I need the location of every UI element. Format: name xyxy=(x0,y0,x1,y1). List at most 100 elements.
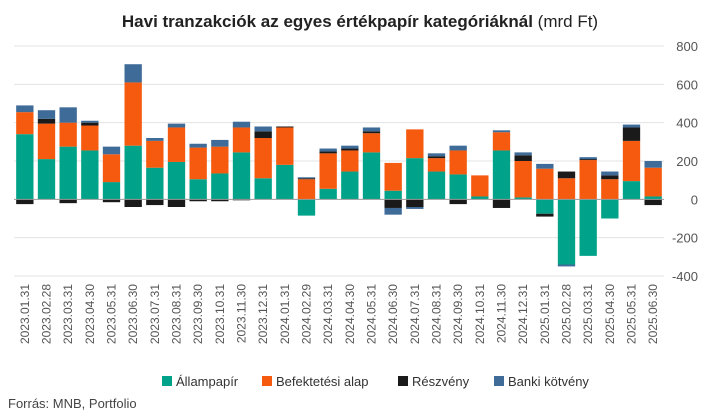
x-tick-label: 2024.01.31 xyxy=(278,284,292,344)
bar-segment xyxy=(254,138,272,179)
gridlines xyxy=(14,45,664,277)
bar-segment xyxy=(601,171,619,176)
bar-segment xyxy=(514,161,532,198)
bar-segment xyxy=(102,199,121,203)
bar-segment xyxy=(167,161,186,200)
bar-segment xyxy=(167,123,186,128)
bar-segment xyxy=(536,163,554,169)
bar-segment xyxy=(601,179,619,200)
bar-segment xyxy=(449,199,467,205)
bar-segment xyxy=(622,127,641,141)
bar-segment xyxy=(167,127,186,162)
bar-segment xyxy=(492,199,511,208)
x-tick-label: 2024.11.30 xyxy=(495,284,509,343)
legend-swatch xyxy=(398,376,408,386)
bar-segment xyxy=(37,110,56,119)
bar-segment xyxy=(211,199,229,202)
bar-segment xyxy=(254,178,272,200)
bar-segment xyxy=(492,132,511,151)
bar-segment xyxy=(384,207,402,215)
bar-segment xyxy=(362,127,381,132)
x-tick-label: 2023.01.31 xyxy=(18,284,32,344)
bar-segment xyxy=(492,130,511,133)
legend-label: Banki kötvény xyxy=(508,374,589,389)
bar-segment xyxy=(644,196,662,200)
bar-segment xyxy=(276,126,294,128)
x-tick-label: 2023.03.31 xyxy=(61,284,75,344)
bar-segment xyxy=(232,127,251,153)
x-tick-label: 2024.02.29 xyxy=(300,284,314,344)
bar-segment xyxy=(406,207,424,209)
legend-swatch xyxy=(262,376,272,386)
bar-segment xyxy=(514,155,532,161)
bar-segment xyxy=(16,134,34,200)
x-tick-label: 2023.08.31 xyxy=(170,284,184,344)
bar-segment xyxy=(146,140,164,168)
legend-swatch xyxy=(162,376,172,386)
bar-segment xyxy=(146,167,164,200)
legend-label: Részvény xyxy=(412,374,470,389)
bar-segment xyxy=(146,199,164,206)
x-axis-ticks: 2023.01.31 2023.02.28 2023.03.31 2023.04.30… xyxy=(18,284,660,344)
y-tick-label: 600 xyxy=(676,77,698,92)
x-tick-label: 2025.06.30 xyxy=(646,284,660,344)
bar-segment xyxy=(167,199,186,207)
y-tick-label: -200 xyxy=(672,231,698,246)
bar-segment xyxy=(579,199,597,256)
x-tick-label: 2023.11.30 xyxy=(235,284,249,343)
bar-segment xyxy=(449,145,467,151)
bar-segment xyxy=(427,156,446,159)
bar-segment xyxy=(81,125,99,151)
bar-segment xyxy=(102,182,121,200)
x-tick-label: 2023.06.30 xyxy=(126,284,140,344)
bar-segment xyxy=(16,112,34,135)
bar-segment xyxy=(427,171,446,200)
bar-segment xyxy=(427,153,446,157)
bar-segment xyxy=(557,199,576,265)
bar-segment xyxy=(124,64,142,83)
y-tick-label: 0 xyxy=(691,192,698,207)
legend-label: Befektetési alap xyxy=(276,374,369,389)
bar-segment xyxy=(102,146,121,155)
x-tick-label: 2023.07.31 xyxy=(148,284,162,344)
bar-segment xyxy=(81,150,99,200)
bar-segment xyxy=(579,159,597,161)
x-tick-label: 2024.05.31 xyxy=(365,284,379,344)
bar-segment xyxy=(622,124,641,128)
bar-segment xyxy=(59,122,77,147)
bar-segment xyxy=(102,154,121,183)
x-tick-label: 2025.04.30 xyxy=(603,284,617,344)
bar-segment xyxy=(514,197,532,200)
bar-segment xyxy=(406,199,424,207)
bar-segment xyxy=(37,123,56,160)
bar-segment xyxy=(536,199,554,214)
bar-segment xyxy=(536,168,554,200)
bar-segment xyxy=(124,145,142,200)
bar-segment xyxy=(471,175,489,197)
bar-segment xyxy=(37,159,56,200)
bar-segment xyxy=(644,167,662,197)
bar-segment xyxy=(622,181,641,200)
x-tick-label: 2024.09.30 xyxy=(451,284,465,344)
legend-swatch xyxy=(494,376,504,386)
bar-segment xyxy=(146,138,164,141)
bar-segment xyxy=(232,121,251,128)
x-tick-label: 2025.03.31 xyxy=(581,284,595,344)
x-tick-label: 2023.04.30 xyxy=(83,284,97,344)
bar-segment xyxy=(232,152,251,200)
bar-segment xyxy=(211,139,229,147)
bar-segment xyxy=(449,174,467,200)
bar-segment xyxy=(319,188,337,200)
bar-segment xyxy=(492,150,511,200)
bar-segment xyxy=(384,190,402,200)
bar-segment xyxy=(557,171,576,179)
y-tick-label: 200 xyxy=(676,154,698,169)
bar-segment xyxy=(254,126,272,132)
x-tick-label: 2023.02.28 xyxy=(40,284,54,344)
chart-title-unit: (mrd Ft) xyxy=(538,12,598,31)
bar-segment xyxy=(276,164,294,200)
bar-segment xyxy=(406,129,424,159)
x-tick-label: 2024.08.31 xyxy=(430,284,444,344)
